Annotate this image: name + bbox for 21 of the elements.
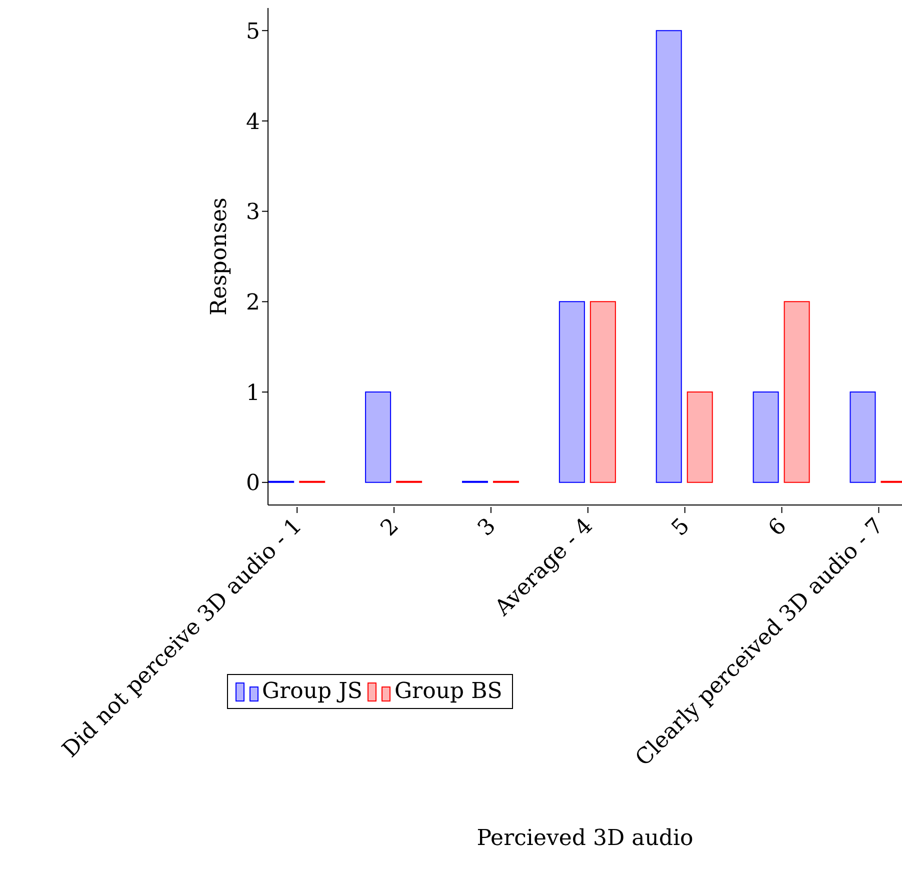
bar: [365, 392, 392, 483]
y-tick-label: 2: [246, 290, 260, 316]
bar: [752, 392, 779, 483]
x-tick-label: 5: [667, 514, 695, 542]
bar: [590, 301, 616, 483]
legend-label: Group BS: [394, 679, 502, 704]
y-axis-title: Responses: [206, 198, 232, 316]
x-tick-label: 3: [473, 514, 501, 542]
legend-label: Group JS: [262, 679, 362, 704]
x-tick-label: 2: [376, 514, 404, 542]
x-axis-title: Percieved 3D audio: [476, 826, 694, 851]
y-tick-label: 1: [246, 380, 260, 406]
y-tick-label: 3: [246, 200, 260, 226]
bar: [850, 392, 876, 483]
x-tick-label: 6: [764, 514, 792, 542]
bar: [558, 301, 585, 483]
bar: [686, 392, 713, 483]
y-tick-label: 0: [246, 471, 260, 496]
y-tick-label: 4: [246, 110, 260, 135]
y-tick-label: 5: [246, 19, 260, 44]
bar: [784, 301, 810, 483]
